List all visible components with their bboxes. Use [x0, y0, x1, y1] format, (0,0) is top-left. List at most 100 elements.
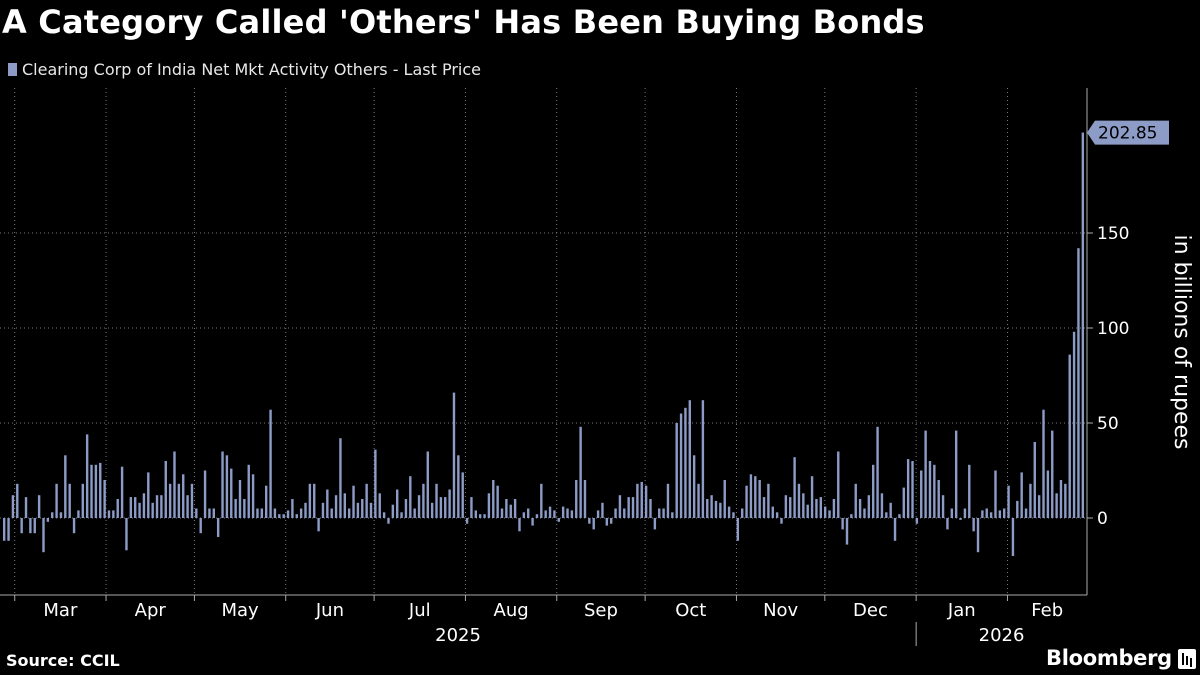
bar: [588, 518, 591, 524]
month-label: Feb: [1031, 600, 1063, 621]
bar: [103, 480, 106, 518]
bar: [609, 518, 613, 524]
bar: [51, 512, 54, 518]
bar: [989, 512, 993, 518]
bar: [1077, 248, 1080, 518]
bar: [727, 506, 731, 518]
bar: [382, 512, 386, 518]
grid-lines: [0, 88, 1087, 595]
bar: [513, 499, 517, 518]
bar: [94, 464, 98, 518]
bar: [365, 483, 368, 518]
bar: [430, 502, 434, 518]
bar: [540, 483, 543, 518]
bar: [601, 502, 604, 518]
bar: [483, 514, 486, 518]
month-label: Dec: [853, 600, 888, 621]
bar: [623, 508, 626, 518]
legend: Clearing Corp of India Net Mkt Activity …: [8, 60, 481, 79]
bar: [177, 483, 181, 518]
bar: [59, 512, 63, 518]
bar: [1046, 470, 1050, 518]
bar: [714, 500, 718, 518]
bar: [819, 497, 823, 518]
bar: [352, 485, 355, 518]
bar: [147, 472, 150, 518]
month-label: Apr: [135, 600, 167, 621]
bar: [592, 518, 595, 530]
bar: [679, 413, 683, 518]
bar: [256, 508, 259, 518]
bar: [985, 508, 988, 518]
bar: [238, 480, 242, 518]
axes: Mar Apr May Jun Jul Aug Sep Oct Nov Dec Jan Feb 0 50 1…: [0, 88, 1194, 646]
bar: [745, 485, 748, 518]
bar: [404, 499, 408, 518]
bar: [553, 510, 556, 518]
bar: [173, 451, 176, 518]
bar: [806, 504, 809, 518]
bar: [378, 493, 381, 518]
legend-label: Clearing Corp of India Net Mkt Activity …: [22, 60, 481, 79]
bar: [740, 508, 744, 518]
bar: [112, 510, 115, 518]
bar: [186, 495, 189, 518]
bar: [876, 426, 879, 518]
bar: [1007, 485, 1010, 518]
bar: [99, 462, 102, 518]
month-label: Jul: [408, 600, 431, 621]
bar: [1029, 483, 1032, 518]
bar: [736, 518, 740, 541]
bar: [195, 508, 198, 518]
bar: [347, 508, 351, 518]
bar: [828, 510, 831, 518]
bar: [885, 512, 888, 518]
year-label: 2026: [979, 625, 1025, 646]
bar: [535, 514, 539, 518]
bar: [90, 464, 93, 518]
bar: [954, 430, 958, 518]
bar: [199, 518, 202, 534]
bar: [1011, 518, 1015, 556]
bar: [487, 493, 491, 518]
bar: [409, 476, 412, 518]
bar: [793, 457, 796, 518]
bar: [133, 497, 137, 518]
bar: [264, 485, 268, 518]
bar: [789, 497, 792, 518]
bar: [208, 508, 211, 518]
bar: [116, 499, 119, 518]
bar: [758, 480, 761, 518]
bar: [7, 518, 10, 541]
bar: [972, 518, 975, 532]
bar: [295, 514, 298, 518]
bar: [16, 483, 19, 518]
bar: [465, 518, 469, 524]
value-tick-label: 150: [1097, 224, 1129, 244]
bar: [920, 470, 923, 518]
bar: [649, 499, 652, 518]
bar: [518, 518, 521, 532]
bar: [780, 518, 783, 524]
bar: [527, 508, 530, 518]
month-label: Oct: [675, 600, 706, 621]
bar: [1033, 442, 1036, 518]
bar: [64, 455, 67, 518]
bar: [46, 518, 50, 522]
bar: [251, 474, 255, 518]
bar: [478, 514, 482, 518]
bar: [24, 497, 28, 518]
bar: [55, 483, 58, 518]
bar: [452, 392, 456, 518]
last-value-callout: [1087, 120, 1169, 145]
value-tick-label: 100: [1097, 319, 1129, 339]
bar: [435, 483, 438, 518]
bar: [994, 470, 997, 518]
bar: [334, 495, 338, 518]
bar: [723, 480, 726, 518]
bar: [68, 483, 71, 518]
bar: [278, 514, 281, 518]
bar: [666, 483, 670, 518]
bar: [164, 461, 167, 518]
